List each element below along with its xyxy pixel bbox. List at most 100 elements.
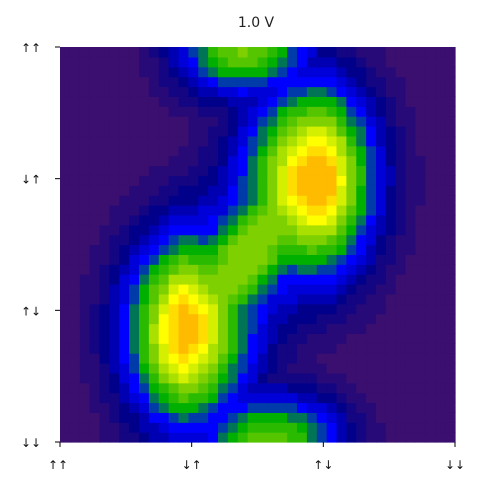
heatmap-cell — [247, 254, 259, 265]
heatmap-cell — [346, 66, 357, 78]
heatmap-cell — [425, 126, 436, 137]
heatmap-cell — [306, 47, 318, 58]
heatmap-cell — [188, 432, 199, 443]
heatmap-cell — [376, 185, 387, 196]
heatmap-cell — [227, 343, 239, 354]
heatmap-cell — [99, 382, 110, 394]
heatmap-cell — [425, 293, 436, 305]
heatmap-cell — [247, 382, 259, 394]
heatmap-cell — [129, 432, 140, 443]
heatmap-cell — [415, 323, 426, 334]
heatmap-cell — [297, 135, 308, 147]
heatmap-cell — [385, 333, 397, 344]
heatmap-cell — [178, 343, 189, 354]
heatmap-cell — [208, 284, 219, 295]
heatmap-cell — [445, 293, 456, 305]
heatmap-cell — [89, 303, 101, 315]
heatmap-cell — [237, 214, 249, 226]
heatmap-cell — [158, 135, 170, 147]
heatmap-cell — [257, 116, 268, 127]
heatmap-cell — [267, 323, 278, 334]
heatmap-cell — [356, 96, 367, 107]
heatmap-cell — [376, 47, 387, 58]
heatmap-cell — [435, 392, 446, 404]
heatmap-cell — [306, 195, 318, 206]
heatmap-cell — [227, 274, 239, 285]
heatmap-cell — [346, 116, 357, 127]
heatmap-cell — [257, 185, 268, 196]
heatmap-cell — [277, 47, 288, 58]
heatmap-cell — [415, 96, 426, 107]
heatmap-cell — [316, 126, 328, 137]
heatmap-cell — [89, 175, 101, 186]
heatmap-cell — [287, 293, 298, 305]
heatmap-cell — [277, 214, 288, 226]
heatmap-cell — [79, 96, 91, 107]
heatmap-cell — [445, 382, 456, 394]
heatmap-cell — [139, 135, 150, 147]
heatmap-cell — [297, 126, 308, 137]
heatmap-cell — [287, 372, 298, 384]
heatmap-cell — [69, 96, 81, 107]
heatmap-cell — [208, 56, 219, 68]
heatmap-cell — [267, 412, 278, 423]
heatmap-cell — [297, 313, 308, 325]
heatmap-cell — [287, 175, 298, 186]
heatmap-cell — [69, 224, 81, 236]
heatmap-cell — [306, 106, 318, 117]
heatmap-cell — [385, 86, 397, 97]
heatmap-cell — [267, 185, 278, 196]
heatmap-cell — [69, 323, 81, 334]
heatmap-cell — [188, 284, 199, 295]
heatmap-cell — [346, 293, 357, 305]
heatmap-cell — [208, 343, 219, 354]
heatmap-cell — [168, 47, 180, 58]
heatmap-cell — [356, 264, 367, 275]
heatmap-cell — [60, 234, 71, 246]
heatmap-cell — [267, 264, 278, 275]
heatmap-cell — [208, 293, 219, 305]
heatmap-cell — [395, 66, 407, 78]
heatmap-cell — [119, 205, 130, 216]
heatmap-cell — [60, 205, 71, 216]
heatmap-cell — [178, 155, 189, 167]
heatmap-cell — [376, 343, 387, 354]
heatmap-cell — [267, 422, 278, 433]
heatmap-cell — [237, 372, 249, 384]
heatmap-cell — [79, 47, 91, 58]
heatmap-cell — [69, 135, 81, 147]
heatmap-cell — [356, 224, 367, 236]
heatmap-cell — [346, 323, 357, 334]
heatmap-cell — [148, 372, 160, 384]
heatmap-cell — [198, 224, 209, 236]
heatmap-cell — [69, 363, 81, 374]
heatmap-cell — [178, 47, 189, 58]
heatmap-cell — [257, 205, 268, 216]
heatmap-cell — [287, 234, 298, 246]
heatmap-cell — [208, 363, 219, 374]
heatmap-cell — [69, 214, 81, 226]
heatmap-cell — [109, 214, 120, 226]
heatmap-cell — [198, 402, 209, 413]
heatmap-cell — [119, 47, 130, 58]
heatmap-cell — [198, 195, 209, 206]
heatmap-cell — [395, 126, 407, 137]
heatmap-cell — [346, 126, 357, 137]
heatmap-cell — [109, 86, 120, 97]
heatmap-cell — [445, 47, 456, 58]
heatmap-cell — [139, 303, 150, 315]
heatmap-cell — [405, 422, 417, 433]
heatmap-cell — [227, 303, 239, 315]
heatmap-cell — [227, 244, 239, 255]
heatmap-cell — [395, 76, 407, 88]
heatmap-cell — [385, 155, 397, 167]
heatmap-cell — [79, 185, 91, 196]
heatmap-cell — [395, 284, 407, 295]
heatmap-cell — [405, 56, 417, 68]
heatmap-cell — [129, 264, 140, 275]
heatmap-cell — [415, 244, 426, 255]
heatmap-cell — [356, 412, 367, 423]
heatmap-cell — [129, 353, 140, 364]
heatmap-cell — [99, 155, 110, 167]
heatmap-cell — [366, 234, 377, 246]
